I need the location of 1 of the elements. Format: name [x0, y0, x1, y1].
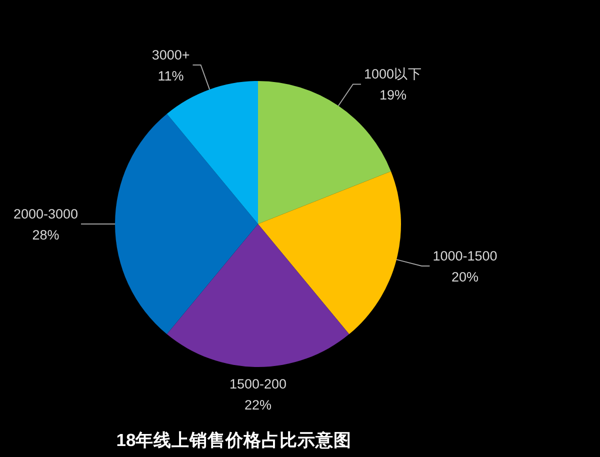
title: 18年线上销售价格占比示意图: [116, 430, 352, 450]
